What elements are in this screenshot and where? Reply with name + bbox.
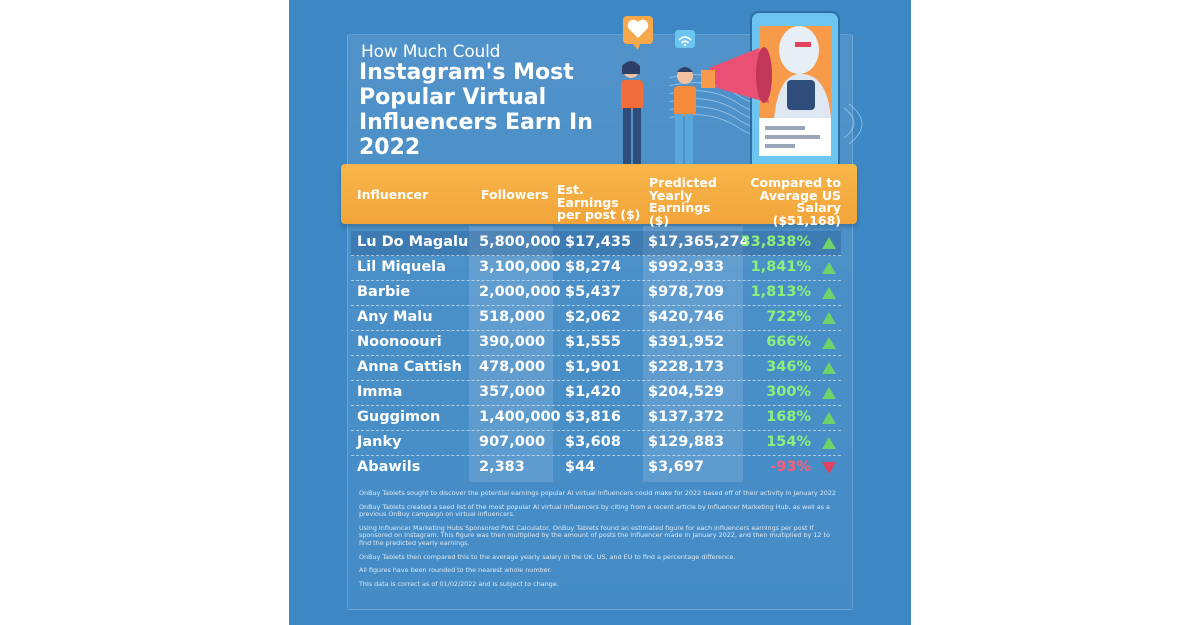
earnings-per-post-value: $3,608 (565, 434, 621, 450)
influencer-name: Any Malu (357, 309, 433, 325)
note-paragraph: OnBuy Tablets created a seed list of the… (359, 502, 830, 519)
yearly-earnings-value: $992,933 (648, 259, 725, 275)
title-line-1: How Much Could (361, 42, 501, 62)
earnings-per-post-value: $44 (565, 459, 596, 475)
followers-value: 518,000 (479, 309, 546, 325)
triangle-up-icon (822, 312, 836, 324)
table-row: Barbie 2,000,000 $5,437 $978,709 1,813% (351, 281, 841, 306)
header-compared-salary: Compared to Average US Salary ($51,168) (750, 175, 841, 228)
note-paragraph: Using Influencer Marketing Hubs Sponsore… (359, 523, 830, 547)
title-line-3: Popular Virtual (359, 85, 547, 110)
triangle-up-icon (822, 387, 836, 399)
influencer-name: Imma (357, 384, 403, 400)
table-row: Noonoouri 390,000 $1,555 $391,952 666% (351, 331, 841, 356)
infographic-poster: How Much Could Instagram's Most Popular … (289, 0, 911, 625)
header-followers: Followers (481, 187, 549, 202)
triangle-up-icon (822, 287, 836, 299)
triangle-up-icon (822, 337, 836, 349)
note-paragraph: OnBuy Tablets sought to discover the pot… (359, 489, 836, 497)
influencer-name: Guggimon (357, 409, 441, 425)
earnings-per-post-value: $1,420 (565, 384, 621, 400)
person-woman-figure (621, 61, 644, 171)
influencer-name: Barbie (357, 284, 411, 300)
followers-value: 478,000 (479, 359, 546, 375)
yearly-earnings-value: $420,746 (648, 309, 725, 325)
table-row: Lu Do Magalu 5,800,000 $17,435 $17,365,2… (351, 231, 841, 256)
earnings-per-post-value: $2,062 (565, 309, 621, 325)
title-line-2: Instagram's Most (359, 60, 574, 85)
note-paragraph: This data is correct as of 01/02/2022 an… (359, 579, 559, 588)
followers-value: 390,000 (479, 334, 546, 350)
earnings-per-post-value: $5,437 (565, 284, 621, 300)
table-row: Any Malu 518,000 $2,062 $420,746 722% (351, 306, 841, 331)
triangle-down-icon (822, 462, 836, 474)
earnings-per-post-value: $1,555 (565, 334, 621, 350)
table-row: Lil Miquela 3,100,000 $8,274 $992,933 1,… (351, 256, 841, 281)
compared-percentage: 33,838% (740, 234, 811, 250)
note-paragraph: All figures have been rounded to the nea… (359, 566, 552, 575)
followers-value: 3,100,000 (479, 259, 561, 275)
influencer-name: Anna Cattish (357, 359, 462, 375)
followers-value: 1,400,000 (479, 409, 561, 425)
compared-percentage: 346% (766, 359, 811, 375)
followers-value: 907,000 (479, 434, 546, 450)
table-row: Imma 357,000 $1,420 $204,529 300% (351, 381, 841, 406)
influencer-name: Abawils (357, 459, 421, 475)
compared-percentage: 154% (766, 434, 811, 450)
compared-percentage: 666% (766, 334, 811, 350)
yearly-earnings-value: $17,365,274 (648, 234, 750, 250)
triangle-up-icon (822, 262, 836, 274)
influencer-name: Lu Do Magalu (357, 234, 469, 250)
header-predicted-yearly: Predicted Yearly Earnings ($) (649, 175, 717, 228)
yearly-earnings-value: $204,529 (648, 384, 725, 400)
wifi-icon (675, 30, 695, 48)
compared-percentage: 300% (766, 384, 811, 400)
followers-column-shade (469, 226, 553, 482)
header-influencer: Influencer (357, 187, 429, 202)
yearly-earnings-value: $3,697 (648, 459, 704, 475)
note-paragraph: OnBuy Tablets then compared this to the … (359, 552, 736, 561)
earnings-per-post-value: $8,274 (565, 259, 621, 275)
followers-value: 5,800,000 (479, 234, 561, 250)
followers-value: 2,000,000 (479, 284, 561, 300)
table-header: Influencer Followers Est. Earnings per p… (341, 164, 857, 228)
person-man-figure (673, 67, 696, 171)
earnings-per-post-value: $1,901 (565, 359, 621, 375)
table-row: Anna Cattish 478,000 $1,901 $228,173 346… (351, 356, 841, 381)
triangle-up-icon (822, 412, 836, 424)
megaphone-icon (701, 47, 772, 103)
compared-percentage: 1,841% (750, 259, 811, 275)
compared-percentage: 168% (766, 409, 811, 425)
earnings-per-post-value: $3,816 (565, 409, 621, 425)
triangle-up-icon (822, 362, 836, 374)
yearly-earnings-value: $129,883 (648, 434, 725, 450)
triangle-up-icon (822, 237, 836, 249)
followers-value: 357,000 (479, 384, 546, 400)
compared-percentage: 722% (766, 309, 811, 325)
influencer-name: Lil Miquela (357, 259, 446, 275)
earnings-per-post-value: $17,435 (565, 234, 632, 250)
followers-value: 2,383 (479, 459, 525, 475)
influencer-name: Noonoouri (357, 334, 442, 350)
compared-percentage: -93% (770, 459, 811, 475)
yearly-earnings-value: $137,372 (648, 409, 725, 425)
robot-icon (774, 26, 831, 118)
title-line-4: Influencers Earn In (359, 110, 593, 135)
table-row: Guggimon 1,400,000 $3,816 $137,372 168% (351, 406, 841, 431)
triangle-up-icon (822, 437, 836, 449)
compared-percentage: 1,813% (750, 284, 811, 300)
heart-icon (623, 16, 653, 50)
table-row: Abawils 2,383 $44 $3,697 -93% (351, 456, 841, 480)
yearly-earnings-value: $228,173 (648, 359, 725, 375)
yearly-column-shade (643, 226, 743, 482)
influencer-illustration (621, 11, 863, 173)
yearly-earnings-value: $978,709 (648, 284, 725, 300)
methodology-notes: OnBuy Tablets sought to discover the pot… (359, 489, 839, 594)
header-earnings-per-post: Est. Earnings per post ($) (557, 182, 641, 222)
influencer-name: Janky (357, 434, 402, 450)
table-row: Janky 907,000 $3,608 $129,883 154% (351, 431, 841, 456)
title-line-5: 2022 (359, 135, 421, 160)
yearly-earnings-value: $391,952 (648, 334, 725, 350)
